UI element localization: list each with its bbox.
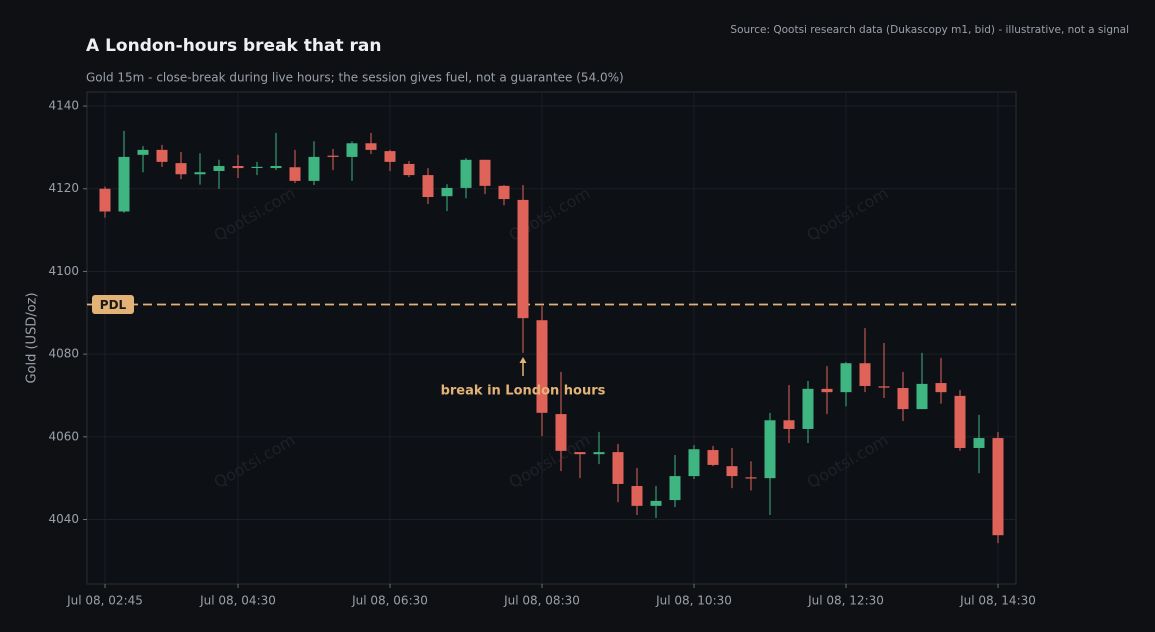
- candle-body: [118, 156, 130, 212]
- candle-body: [954, 395, 966, 448]
- candle-body: [213, 166, 225, 171]
- candle-body: [574, 452, 586, 455]
- candle-body: [688, 449, 700, 477]
- candle-body: [783, 420, 795, 429]
- x-tick-label: Jul 08, 10:30: [655, 594, 732, 608]
- candle-body: [707, 450, 719, 465]
- candle-body: [441, 187, 453, 197]
- candle-body: [764, 420, 776, 479]
- reference-label: PDL: [100, 298, 127, 312]
- candle-body: [403, 163, 415, 176]
- y-tick-label: 4100: [48, 264, 79, 278]
- candle-body: [308, 156, 320, 181]
- candle-body: [992, 438, 1004, 536]
- candle-body: [802, 388, 814, 429]
- plot-area: [86, 91, 1017, 585]
- x-tick-label: Jul 08, 08:30: [503, 594, 580, 608]
- annotation-text: break in London hours: [441, 384, 606, 399]
- candle-body: [878, 386, 890, 388]
- candle-body: [384, 151, 396, 162]
- candle-body: [631, 486, 643, 506]
- candle-body: [365, 143, 377, 150]
- candle-body: [973, 438, 985, 448]
- candle-body: [99, 188, 111, 212]
- candle-body: [422, 175, 434, 198]
- chart-subtitle: Gold 15m - close-break during live hours…: [86, 71, 624, 85]
- candle-body: [859, 363, 871, 386]
- candle-body: [745, 477, 757, 479]
- candle-body: [232, 166, 244, 169]
- candle-body: [916, 383, 928, 410]
- source-note: Source: Qootsi research data (Dukascopy …: [730, 24, 1129, 36]
- candle-body: [346, 143, 358, 157]
- candle-body: [270, 166, 282, 169]
- x-tick-label: Jul 08, 02:45: [66, 594, 143, 608]
- annotation-arrowhead: [519, 357, 527, 364]
- candle-body: [251, 166, 263, 169]
- candle-body: [289, 167, 301, 181]
- x-tick-label: Jul 08, 14:30: [959, 594, 1036, 608]
- candle-body: [593, 452, 605, 455]
- candle-body: [327, 155, 339, 157]
- y-tick-label: 4040: [48, 512, 79, 526]
- reference-label-box: [92, 295, 134, 315]
- candle-body: [156, 149, 168, 162]
- x-tick-label: Jul 08, 04:30: [199, 594, 276, 608]
- candle-body: [479, 159, 491, 186]
- candle-body: [821, 388, 833, 393]
- y-tick-label: 4080: [48, 347, 79, 361]
- y-axis-label: Gold (USD/oz): [25, 292, 40, 383]
- candle-body: [935, 383, 947, 393]
- y-tick-label: 4140: [48, 99, 79, 113]
- candle-body: [669, 476, 681, 501]
- y-tick-label: 4060: [48, 429, 79, 443]
- candle-body: [498, 185, 510, 200]
- y-tick-label: 4120: [48, 181, 79, 195]
- candle-body: [897, 388, 909, 410]
- candle-body: [517, 199, 529, 319]
- candle-body: [137, 149, 149, 155]
- candle-body: [555, 414, 567, 451]
- x-tick-label: Jul 08, 06:30: [351, 594, 428, 608]
- candle-body: [536, 320, 548, 413]
- candle-body: [650, 500, 662, 506]
- chart-title: A London-hours break that ran: [86, 36, 381, 56]
- candle-body: [726, 466, 738, 477]
- x-tick-label: Jul 08, 12:30: [807, 594, 884, 608]
- candle-body: [194, 172, 206, 175]
- candle-body: [840, 363, 852, 393]
- candle-body: [175, 163, 187, 175]
- candle-body: [460, 159, 472, 188]
- candle-body: [612, 452, 624, 484]
